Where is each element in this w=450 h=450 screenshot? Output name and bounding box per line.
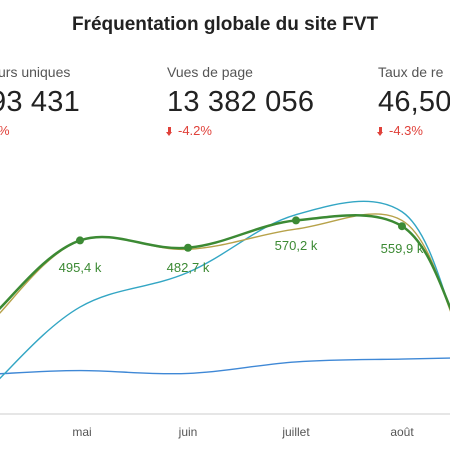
kpi-label: urs uniques bbox=[0, 64, 71, 80]
data-label: 495,4 k bbox=[59, 260, 102, 275]
data-label: 570,2 k bbox=[275, 238, 318, 253]
x-tick-label: juillet bbox=[281, 425, 310, 439]
x-tick-label: août bbox=[390, 425, 414, 439]
label-layer: 495,4 k 482,7 k 570,2 k 559,9 k mai juin juill… bbox=[59, 238, 424, 439]
series-line-0 bbox=[0, 214, 450, 311]
data-label: 482,7 k bbox=[167, 260, 210, 275]
kpi-value: 93 431 bbox=[0, 86, 80, 118]
kpi-bounce-rate: Taux de re 46,50 -4.3% bbox=[377, 64, 450, 138]
kpi-label: Vues de page bbox=[167, 64, 253, 80]
kpi-change: % bbox=[0, 123, 80, 138]
kpi-label: Taux de re bbox=[378, 64, 444, 80]
series-layer bbox=[0, 200, 450, 380]
kpi-change-text: -4.3% bbox=[389, 123, 423, 138]
arrow-down-icon bbox=[166, 127, 172, 136]
kpi-change-text: % bbox=[0, 123, 10, 138]
series-line-2 bbox=[0, 200, 450, 380]
kpi-change-text: -4.2% bbox=[178, 123, 212, 138]
x-tick-label: mai bbox=[72, 425, 91, 439]
x-tick-label: juin bbox=[178, 425, 198, 439]
kpi-value: 13 382 056 bbox=[167, 86, 315, 118]
data-point[interactable] bbox=[398, 222, 406, 231]
data-point[interactable] bbox=[184, 243, 192, 252]
series-line-3 bbox=[0, 357, 450, 375]
kpi-unique-visitors: urs uniques 93 431 % bbox=[0, 64, 80, 138]
arrow-down-icon bbox=[377, 127, 383, 136]
kpi-value: 46,50 bbox=[378, 86, 450, 118]
data-point[interactable] bbox=[292, 216, 300, 225]
kpi-change: -4.2% bbox=[166, 123, 314, 138]
chart-title: Fréquentation globale du site FVT bbox=[71, 14, 379, 35]
kpi-change: -4.3% bbox=[377, 123, 450, 138]
kpi-page-views: Vues de page 13 382 056 -4.2% bbox=[166, 64, 315, 138]
data-point[interactable] bbox=[76, 236, 84, 245]
data-label: 559,9 k bbox=[381, 241, 424, 256]
